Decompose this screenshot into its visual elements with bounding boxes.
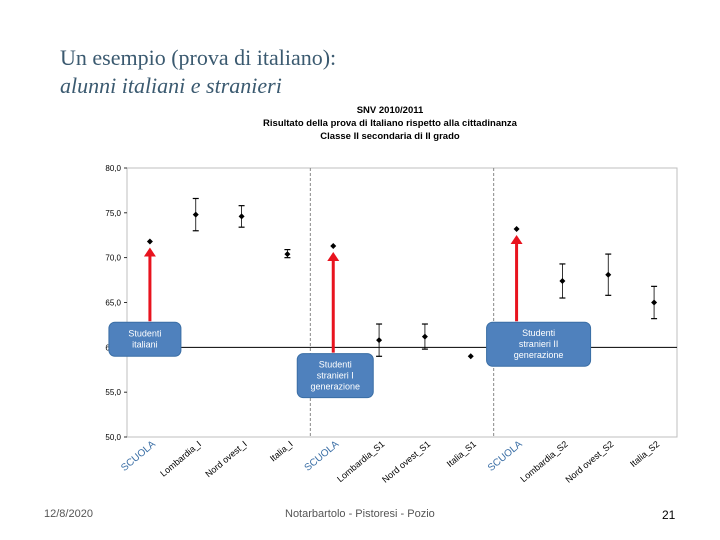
slide-title-line1: Un esempio (prova di italiano):	[60, 45, 337, 70]
y-tick-label: 70,0	[105, 254, 121, 263]
data-point	[605, 271, 612, 278]
data-point	[146, 238, 153, 245]
x-category-label: Italia_S1	[445, 439, 478, 469]
x-category-label: Lombardia_S2	[518, 439, 569, 484]
chart-title: SNV 2010/2011 Risultato della prova di I…	[230, 104, 550, 143]
callout-box	[108, 321, 182, 357]
x-category-label: SCUOLA	[486, 439, 525, 474]
data-point	[467, 353, 474, 360]
chart-title-line2: Risultato della prova di Italiano rispet…	[263, 118, 517, 129]
callout-box	[296, 353, 374, 399]
footer-authors: Notarbartolo - Pistoresi - Pozio	[285, 508, 435, 520]
y-tick-label: 55,0	[105, 388, 121, 397]
x-category-label: Italia_S2	[628, 439, 661, 469]
footer-date: 12/8/2020	[44, 508, 93, 520]
x-category-label: Italia_I	[268, 439, 295, 464]
data-point	[651, 299, 658, 306]
scatter-chart: 80,075,070,065,060,055,050,0SCUOLALombar…	[105, 164, 678, 485]
data-point	[238, 213, 245, 220]
data-point	[513, 225, 520, 232]
callout-box	[486, 321, 592, 367]
x-category-label: Lombardia_I	[158, 439, 203, 479]
callout-text: italiani	[132, 340, 158, 350]
x-category-label: SCUOLA	[303, 439, 342, 474]
annotation-arrowhead	[143, 247, 156, 257]
annotation-arrowhead	[327, 252, 340, 262]
y-tick-label: 80,0	[105, 164, 121, 173]
y-tick-label: 75,0	[105, 209, 121, 218]
x-category-label: Lombardia_S1	[335, 439, 386, 484]
chart-title-line3: Classe II secondaria di II grado	[320, 131, 460, 142]
y-tick-label: 65,0	[105, 299, 121, 308]
x-category-label: Nord ovest_I	[203, 439, 249, 479]
x-category-label: SCUOLA	[119, 439, 158, 474]
x-category-label: Nord ovest_S1	[380, 439, 432, 485]
data-point	[376, 337, 383, 344]
data-point	[284, 251, 291, 258]
x-category-label: Nord ovest_S2	[563, 439, 615, 485]
callout-text: Studenti	[522, 328, 555, 338]
callout-text: generazione	[310, 382, 360, 392]
plot-area	[126, 167, 678, 438]
data-point	[192, 211, 199, 218]
page-number: 21	[662, 508, 676, 522]
callout-text: generazione	[514, 350, 564, 360]
annotation-arrowhead	[510, 234, 523, 244]
data-point	[559, 277, 566, 284]
data-point	[330, 243, 337, 250]
y-tick-label: 50,0	[105, 433, 121, 442]
data-point	[421, 333, 428, 340]
callout-text: stranieri II	[519, 339, 559, 349]
callout-text: Studenti	[128, 329, 161, 339]
slide-title: Un esempio (prova di italiano): alunni i…	[60, 44, 336, 100]
callout-text: stranieri I	[317, 371, 354, 381]
slide-title-line2: alunni italiani e stranieri	[60, 73, 282, 98]
chart-title-line1: SNV 2010/2011	[356, 105, 424, 116]
callout-text: Studenti	[319, 360, 352, 370]
